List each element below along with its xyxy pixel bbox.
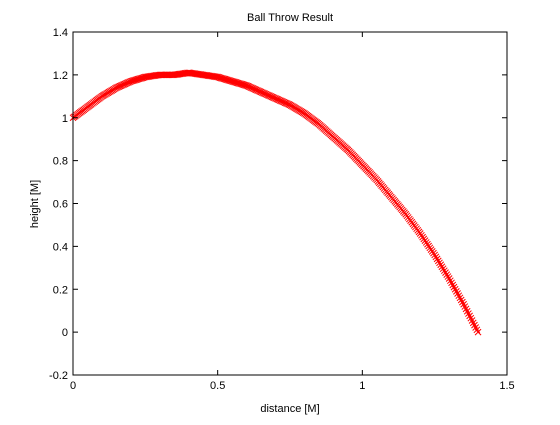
marker-stroke	[451, 285, 459, 293]
marker-stroke	[234, 79, 242, 87]
marker-stroke	[463, 307, 471, 315]
trajectory-marker	[444, 273, 452, 280]
trajectory-marker	[434, 257, 442, 265]
y-tick-label: 1	[62, 113, 68, 125]
trajectory-marker	[439, 265, 447, 273]
marker-stroke	[220, 75, 228, 83]
marker-stroke	[462, 305, 470, 313]
y-tick-label: -0.2	[49, 370, 68, 382]
marker-stroke	[223, 76, 231, 84]
y-tick-label: 1.4	[53, 27, 68, 39]
marker-stroke	[431, 251, 439, 259]
marker-stroke	[459, 298, 466, 306]
marker-stroke	[221, 75, 229, 83]
plot-background	[73, 32, 507, 375]
marker-stroke	[437, 261, 445, 269]
marker-stroke	[467, 314, 475, 322]
trajectory-marker	[442, 269, 449, 276]
marker-stroke	[432, 253, 440, 261]
marker-stroke	[461, 303, 469, 310]
chart-title: Ball Throw Result	[247, 12, 333, 24]
series-markers	[69, 69, 482, 336]
marker-stroke	[455, 292, 463, 300]
marker-stroke	[440, 267, 448, 275]
marker-stroke	[446, 277, 454, 285]
y-tick-label: 0.4	[53, 241, 68, 253]
trajectory-marker	[440, 267, 448, 275]
trajectory-marker	[436, 259, 443, 267]
marker-stroke	[443, 271, 451, 278]
y-tick-label: 1.2	[53, 70, 68, 82]
data-point-marker	[474, 328, 482, 336]
trajectory-marker	[433, 255, 441, 263]
marker-stroke	[472, 324, 480, 331]
marker-stroke	[460, 300, 467, 308]
marker-stroke	[215, 74, 223, 81]
marker-stroke	[442, 269, 449, 276]
marker-stroke	[457, 296, 465, 304]
y-tick-label: 0.2	[53, 284, 68, 296]
marker-stroke	[216, 74, 224, 82]
marker-stroke	[439, 265, 447, 273]
marker-stroke	[227, 77, 235, 85]
trajectory-marker	[432, 253, 440, 261]
marker-stroke	[239, 81, 247, 88]
marker-stroke	[468, 317, 476, 324]
x-tick-label: 1	[359, 380, 365, 392]
marker-stroke	[448, 279, 455, 287]
marker-stroke	[453, 288, 460, 295]
marker-stroke	[213, 73, 220, 81]
marker-stroke	[444, 273, 452, 280]
marker-stroke	[445, 275, 453, 282]
marker-stroke	[240, 81, 248, 89]
marker-stroke	[231, 78, 238, 86]
marker-stroke	[433, 255, 441, 263]
marker-stroke	[471, 321, 478, 329]
marker-stroke	[229, 78, 237, 86]
marker-stroke	[466, 312, 473, 320]
y-tick-label: 0.6	[53, 199, 68, 211]
trajectory-marker	[443, 271, 451, 278]
marker-stroke	[473, 326, 481, 334]
marker-stroke	[237, 80, 244, 88]
marker-stroke	[217, 74, 225, 82]
marker-stroke	[225, 76, 232, 84]
y-tick-label: 0	[62, 327, 68, 339]
data-point-marker	[431, 251, 439, 259]
trajectory-marker	[240, 81, 248, 89]
marker-stroke	[214, 73, 222, 81]
x-tick-label: 1.5	[499, 380, 514, 392]
marker-stroke	[236, 80, 243, 87]
marker-stroke	[232, 79, 240, 86]
marker-stroke	[434, 257, 442, 265]
y-tick-label: 0.8	[53, 156, 68, 168]
marker-stroke	[219, 75, 226, 82]
marker-stroke	[222, 76, 230, 83]
marker-stroke	[456, 294, 464, 302]
axis-ticks: 0 0.5 1 1.5-0.200.20.40.60.811.21.4	[49, 27, 515, 392]
marker-stroke	[226, 77, 234, 84]
marker-stroke	[436, 259, 443, 267]
trajectory-marker	[437, 261, 445, 269]
marker-stroke	[450, 283, 458, 291]
marker-stroke	[449, 281, 457, 289]
marker-stroke	[474, 328, 482, 336]
marker-stroke	[242, 81, 249, 89]
x-tick-label: 0.5	[210, 380, 225, 392]
x-axis-label: distance [M]	[260, 403, 319, 415]
marker-stroke	[233, 79, 241, 87]
marker-stroke	[228, 77, 236, 85]
trajectory-marker	[438, 263, 446, 271]
marker-stroke	[469, 319, 477, 327]
marker-stroke	[438, 263, 446, 271]
plot-frame	[72, 31, 508, 376]
marker-stroke	[454, 290, 461, 297]
marker-stroke	[238, 80, 246, 88]
marker-stroke	[465, 310, 472, 317]
x-tick-label: 0	[70, 380, 76, 392]
y-axis-label: height [M]	[29, 180, 41, 228]
